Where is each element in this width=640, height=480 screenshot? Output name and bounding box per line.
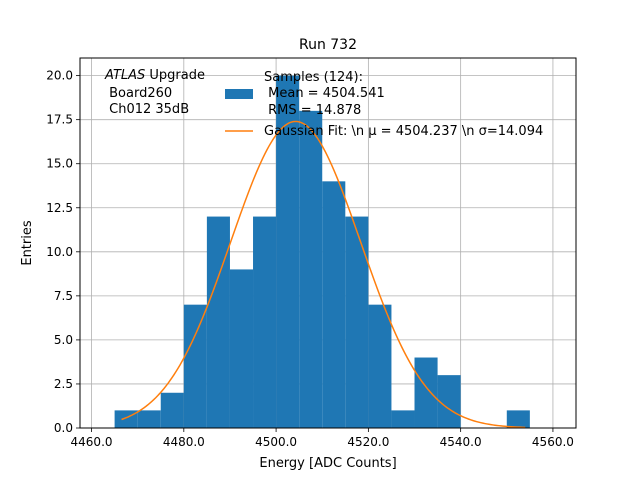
histogram-bar-0 [114,410,138,428]
gaussian-fit-curve [121,120,526,429]
legend-hist-swatch [225,89,253,99]
svg-text:ATLAS Upgrade: ATLAS Upgrade [104,68,205,83]
histogram-bar-13 [414,357,438,428]
y-tick-label-1: 2.5 [54,377,73,391]
annotation-board: Board260 [105,86,172,101]
y-tick-label-4: 10.0 [46,245,73,259]
y-tick-label-8: 20.0 [46,69,73,83]
histogram-bar-4 [206,216,230,428]
chart-title: Run 732 [299,37,357,53]
histogram-bar-5 [229,269,254,428]
y-tick-label-6: 15.0 [46,157,73,171]
plot-frame [79,57,577,429]
histogram-bar-2 [160,392,184,428]
atlas-annotation: ATLAS Upgrade Board260 Ch012 35dB [104,68,205,117]
fit-line [121,120,526,429]
atlas-italic-text: ATLAS [104,68,145,83]
histogram-bar-7 [276,75,300,428]
legend-hist-line-3: RMS = 14.878 [264,103,361,118]
histogram-bar-11 [368,304,392,428]
atlas-upgrade-text: Upgrade [145,68,205,83]
legend-hist-line-2: Mean = 4504.541 [264,86,385,101]
y-tick-label-5: 12.5 [46,201,73,215]
annotation-channel: Ch012 35dB [105,102,189,117]
x-tick-label-1: 4480.0 [163,435,205,449]
y-tick-label-0: 0.0 [54,421,73,435]
histogram-bar-9 [322,181,346,428]
histogram-bar-3 [183,304,207,428]
legend-fit-label: Gaussian Fit: \n μ = 4504.237 \n σ=14.09… [264,124,543,139]
legend-hist-line-1: Samples (124): [264,70,363,85]
y-tick-label-7: 17.5 [46,113,73,127]
histogram-bar-8 [299,110,323,428]
x-tick-label-3: 4520.0 [347,435,389,449]
y-tick-label-3: 7.5 [54,289,73,303]
x-axis-label: Energy [ADC Counts] [259,456,396,471]
x-axis-ticks: 4460.0 4480.0 4500.0 4520.0 4540.0 4560.0 [71,428,574,449]
histogram-bar-14 [437,375,461,428]
histogram-bars [114,75,530,428]
y-axis-label: Entries [20,220,35,266]
x-tick-label-0: 4460.0 [71,435,113,449]
histogram-bar-17 [506,410,530,428]
histogram-bar-1 [137,410,161,428]
x-tick-label-2: 4500.0 [255,435,297,449]
x-tick-label-4: 4540.0 [440,435,482,449]
x-tick-label-5: 4560.0 [532,435,574,449]
histogram-bar-10 [345,216,369,428]
histogram-bar-6 [253,216,277,428]
y-tick-label-2: 5.0 [54,333,73,347]
legend: Samples (124): Mean = 4504.541 RMS = 14.… [225,70,543,139]
y-axis-ticks: 0.0 2.5 5.0 7.5 10.0 12.5 15.0 17.5 20.0 [46,69,80,435]
histogram-bar-12 [391,410,415,428]
